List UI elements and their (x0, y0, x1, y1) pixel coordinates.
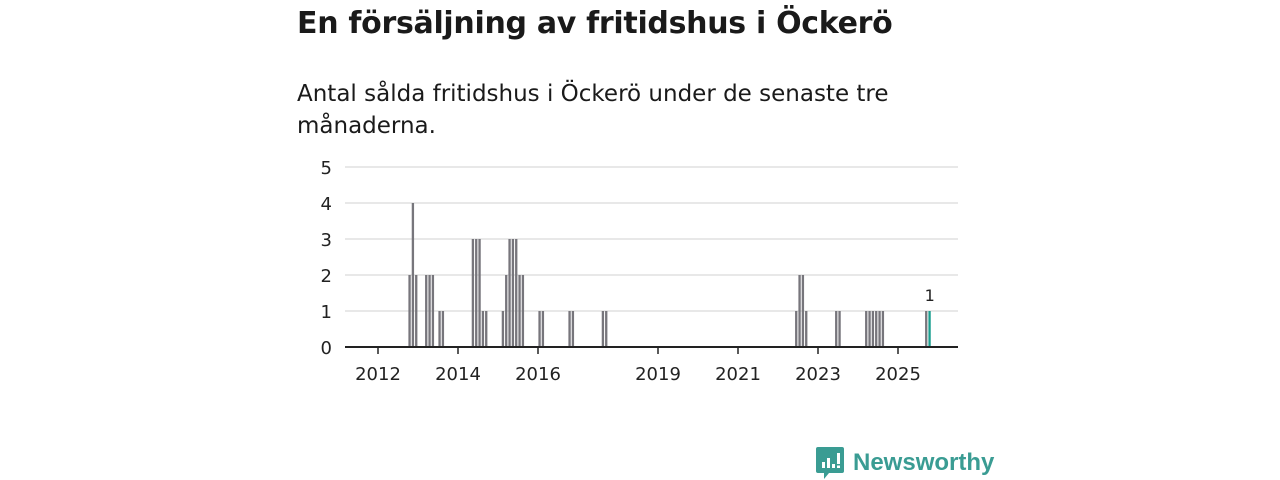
bar (868, 311, 871, 347)
chart-subtitle: Antal sålda fritidshus i Öckerö under de… (297, 81, 889, 139)
y-tick-label: 5 (321, 158, 332, 179)
bar (605, 311, 608, 347)
bar (515, 239, 518, 347)
x-tick-label: 2019 (635, 364, 681, 385)
bar (925, 311, 928, 347)
bar (475, 239, 478, 347)
bar (571, 311, 575, 347)
bar (441, 311, 445, 347)
x-tick-label: 2016 (515, 364, 561, 385)
x-tick-label: 2012 (355, 364, 401, 385)
bar (795, 311, 798, 347)
chart-title: En försäljning av fritidshus i Öckerö (297, 6, 893, 41)
bar (408, 275, 411, 347)
x-tick-label: 2025 (875, 364, 921, 385)
bar (428, 275, 431, 347)
bar (798, 275, 801, 347)
y-tick-label: 3 (321, 230, 332, 251)
y-tick-label: 4 (321, 194, 332, 215)
y-tick-label: 2 (321, 266, 332, 287)
bar (478, 239, 481, 347)
x-tick-label: 2014 (435, 364, 481, 385)
bar (875, 311, 878, 347)
bar (415, 275, 418, 347)
bar (521, 275, 525, 347)
data-label: 1 (925, 286, 935, 305)
bar (431, 275, 435, 347)
logo-text: Newsworthy (853, 449, 995, 476)
y-tick-label: 1 (321, 302, 332, 323)
x-tick-label: 2021 (715, 364, 761, 385)
x-tick-label: 2023 (795, 364, 841, 385)
bar (878, 311, 881, 347)
bar (481, 311, 485, 347)
bar (511, 239, 515, 347)
bar (541, 311, 545, 347)
bar (805, 311, 808, 347)
bar (871, 311, 875, 347)
bar (568, 311, 571, 347)
bar (508, 239, 511, 347)
bar (865, 311, 868, 347)
bar (425, 275, 428, 347)
bar (881, 311, 885, 347)
bar (538, 311, 541, 347)
bar (411, 203, 415, 347)
bar (801, 275, 805, 347)
bar (518, 275, 521, 347)
newsworthy-logo: Newsworthy (815, 446, 994, 480)
y-tick-label: 0 (321, 338, 332, 359)
bar (438, 311, 441, 347)
bar (835, 311, 838, 347)
newsworthy-logo-icon (816, 447, 844, 479)
bar (471, 239, 475, 347)
bar (601, 311, 605, 347)
bar (501, 311, 505, 347)
highlighted-bar (928, 311, 931, 347)
bar (838, 311, 841, 347)
bar (505, 275, 508, 347)
bar (485, 311, 488, 347)
